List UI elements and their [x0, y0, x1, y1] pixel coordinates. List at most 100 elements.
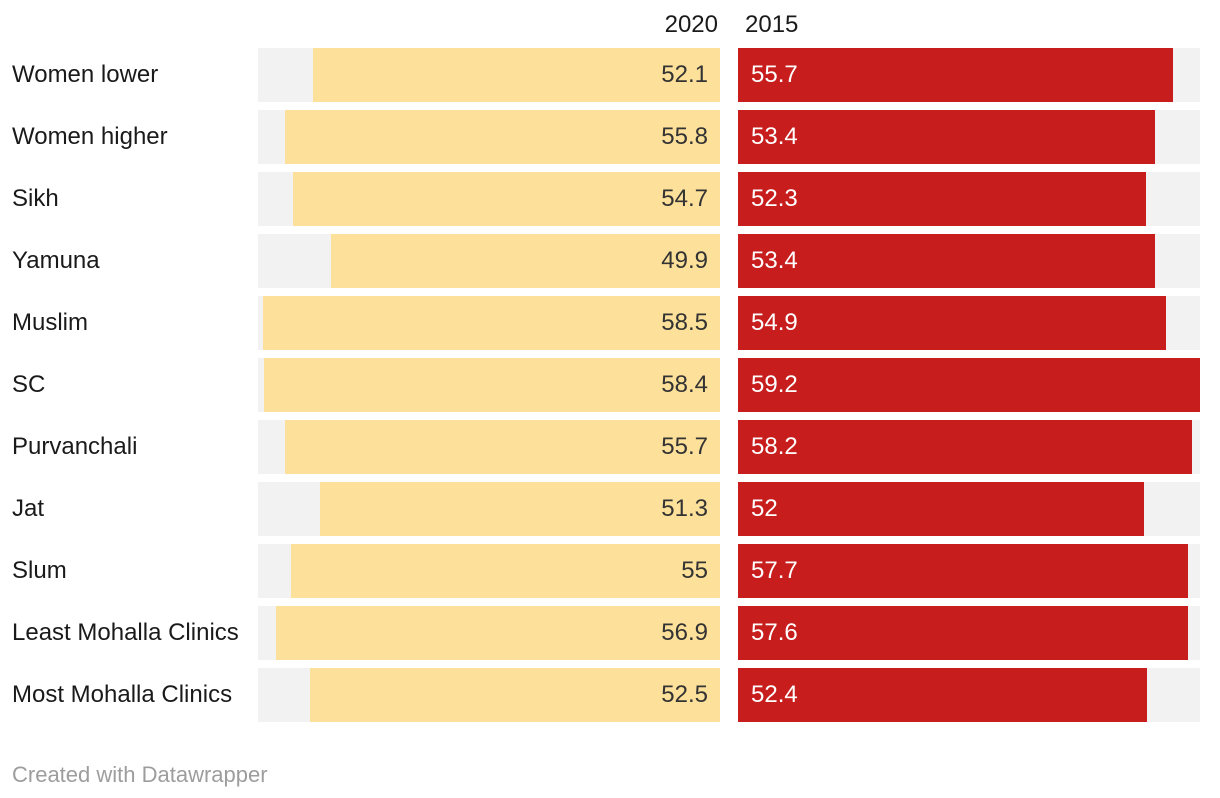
chart-footer: Created with Datawrapper	[12, 762, 268, 788]
value-label-2020: 55.8	[661, 123, 708, 150]
bar-2020: 52.5	[310, 668, 720, 722]
value-label-2020: 58.5	[661, 309, 708, 336]
category-label: Women lower	[12, 61, 159, 88]
bar-row: Sikh 54.7 52.3	[0, 172, 1220, 226]
value-label-2020: 52.5	[661, 681, 708, 708]
bar-2015: 52	[738, 482, 1144, 536]
value-label-2015: 52.4	[751, 681, 798, 708]
bar-rows: Women lower 52.1 55.7 Women higher 55.8 53.4 S…	[0, 48, 1220, 722]
bar-track-2020: 55.8	[258, 110, 720, 164]
bar-track-2015: 54.9	[738, 296, 1200, 350]
bar-track-2015: 58.2	[738, 420, 1200, 474]
column-gap	[720, 668, 738, 722]
value-label-2020: 55	[681, 557, 708, 584]
value-label-2015: 52	[751, 495, 778, 522]
category-label: Women higher	[12, 123, 168, 150]
bar-row: Jat 51.3 52	[0, 482, 1220, 536]
bar-2020: 51.3	[319, 482, 720, 536]
bar-track-2020: 52.1	[258, 48, 720, 102]
category-label: Jat	[12, 495, 45, 522]
category-label: Purvanchali	[12, 433, 138, 460]
value-label-2020: 52.1	[661, 61, 708, 88]
value-label-2015: 57.7	[751, 557, 798, 584]
bar-track-2015: 59.2	[738, 358, 1200, 412]
bar-row: Purvanchali 55.7 58.2	[0, 420, 1220, 474]
bar-track-2020: 56.9	[258, 606, 720, 660]
bar-2020: 56.9	[275, 606, 720, 660]
bar-2020: 54.7	[293, 172, 720, 226]
value-label-2020: 51.3	[661, 495, 708, 522]
column-gap	[720, 544, 738, 598]
bar-row: SC 58.4 59.2	[0, 358, 1220, 412]
bar-track-2015: 57.7	[738, 544, 1200, 598]
bar-track-2015: 53.4	[738, 234, 1200, 288]
bar-2020: 49.9	[330, 234, 720, 288]
bar-2015: 57.7	[738, 544, 1189, 598]
datawrapper-credit-link[interactable]: Created with Datawrapper	[12, 762, 268, 787]
value-label-2020: 49.9	[661, 247, 708, 274]
value-label-2015: 53.4	[751, 123, 798, 150]
category-label: SC	[12, 371, 46, 398]
bar-track-2020: 52.5	[258, 668, 720, 722]
bar-track-2015: 52	[738, 482, 1200, 536]
bar-row: Women lower 52.1 55.7	[0, 48, 1220, 102]
value-label-2015: 57.6	[751, 619, 798, 646]
value-label-2015: 58.2	[751, 433, 798, 460]
bar-track-2020: 58.4	[258, 358, 720, 412]
bar-track-2020: 51.3	[258, 482, 720, 536]
bar-2015: 53.4	[738, 110, 1155, 164]
bar-track-2020: 58.5	[258, 296, 720, 350]
bar-track-2015: 57.6	[738, 606, 1200, 660]
value-label-2015: 55.7	[751, 61, 798, 88]
value-label-2020: 56.9	[661, 619, 708, 646]
category-label: Least Mohalla Clinics	[12, 619, 239, 646]
bar-2015: 53.4	[738, 234, 1155, 288]
category-label: Slum	[12, 557, 67, 584]
series-header-row: 2020 2015	[0, 0, 1220, 48]
column-gap	[720, 482, 738, 536]
value-label-2015: 59.2	[751, 371, 798, 398]
bar-2015: 52.3	[738, 172, 1147, 226]
value-label-2015: 54.9	[751, 309, 798, 336]
column-gap	[720, 234, 738, 288]
column-gap	[720, 606, 738, 660]
bar-row: Least Mohalla Clinics 56.9 57.6	[0, 606, 1220, 660]
bar-track-2020: 55	[258, 544, 720, 598]
bar-2020: 55.8	[284, 110, 720, 164]
bar-track-2015: 52.3	[738, 172, 1200, 226]
bar-track-2015: 52.4	[738, 668, 1200, 722]
bar-2020: 58.4	[264, 358, 720, 412]
bar-track-2015: 53.4	[738, 110, 1200, 164]
bar-track-2020: 54.7	[258, 172, 720, 226]
bar-2015: 59.2	[738, 358, 1200, 412]
bar-2020: 55	[290, 544, 720, 598]
bar-track-2015: 55.7	[738, 48, 1200, 102]
series-header-2015: 2015	[745, 11, 799, 38]
series-header-2020: 2020	[664, 11, 718, 38]
bar-2015: 57.6	[738, 606, 1188, 660]
bar-row: Slum 55 57.7	[0, 544, 1220, 598]
bar-row: Muslim 58.5 54.9	[0, 296, 1220, 350]
column-gap	[720, 172, 738, 226]
bar-2015: 55.7	[738, 48, 1173, 102]
category-label: Yamuna	[12, 247, 100, 274]
column-gap	[720, 358, 738, 412]
value-label-2015: 53.4	[751, 247, 798, 274]
bar-2015: 58.2	[738, 420, 1193, 474]
bar-track-2020: 55.7	[258, 420, 720, 474]
bar-row: Most Mohalla Clinics 52.5 52.4	[0, 668, 1220, 722]
column-gap	[720, 48, 738, 102]
column-gap	[720, 296, 738, 350]
bar-row: Women higher 55.8 53.4	[0, 110, 1220, 164]
column-gap	[720, 420, 738, 474]
value-label-2020: 58.4	[661, 371, 708, 398]
bar-2020: 58.5	[263, 296, 720, 350]
column-gap	[720, 110, 738, 164]
bar-2020: 52.1	[313, 48, 720, 102]
category-label: Sikh	[12, 185, 59, 212]
bar-row: Yamuna 49.9 53.4	[0, 234, 1220, 288]
value-label-2015: 52.3	[751, 185, 798, 212]
value-label-2020: 55.7	[661, 433, 708, 460]
bar-2015: 54.9	[738, 296, 1167, 350]
